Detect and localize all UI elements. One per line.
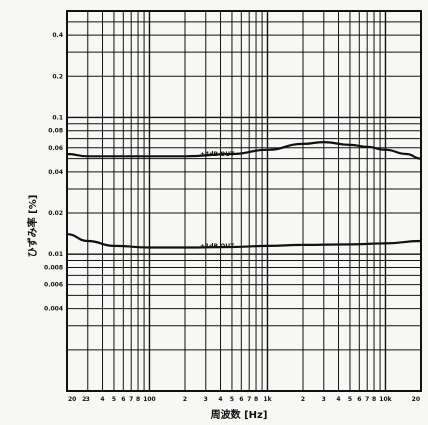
y-tick-label: 0.08	[48, 128, 63, 135]
series-line-plus1db	[66, 233, 422, 249]
x-tick-label: 5	[230, 396, 234, 403]
x-tick-label: 2	[183, 396, 187, 403]
y-tick-label: 0.4	[52, 32, 63, 39]
x-tick-label: 8	[136, 396, 140, 403]
y-tick-label: 0.006	[44, 282, 63, 289]
x-tick-label: 20	[412, 396, 420, 403]
x-axis-label: 周波数 [Hz]	[211, 408, 268, 421]
x-tick-label: 7	[365, 396, 369, 403]
y-tick-label: 0.06	[48, 145, 63, 152]
y-tick-label: 0.1	[52, 114, 63, 121]
x-tick-label: 2	[82, 396, 86, 403]
x-tick-label: 8	[254, 396, 258, 403]
y-tick-label: 0.004	[44, 306, 63, 313]
grid	[67, 11, 421, 391]
y-tick-labels: 0.4 0.2 0.1 0.08 0.06 0.04 0.02 0.01 0.008 0.006 0…	[44, 32, 63, 313]
x-tick-label: 1k	[263, 396, 272, 403]
x-tick-label: 3	[86, 396, 90, 403]
y-tick-label: 0.2	[52, 73, 63, 80]
annotation-plus1db: +1dB OUT	[200, 243, 235, 250]
y-axis-label: ひずみ率 [%]	[26, 195, 39, 258]
x-tick-label: 3	[322, 396, 326, 403]
series-line-plus4db	[66, 140, 422, 160]
annotation-plus4db: +4dB OUT	[200, 151, 235, 158]
x-tick-label: 4	[218, 396, 222, 403]
y-tick-label: 0.01	[48, 251, 63, 258]
x-tick-label: 2	[301, 396, 305, 403]
x-tick-label: 6	[121, 396, 125, 403]
x-tick-label: 20	[68, 396, 76, 403]
x-tick-label: 3	[204, 396, 208, 403]
series-layer	[66, 140, 422, 249]
x-tick-label: 4	[336, 396, 340, 403]
y-tick-label: 0.04	[48, 169, 63, 176]
x-tick-label: 5	[112, 396, 116, 403]
x-tick-label: 6	[357, 396, 361, 403]
x-tick-label: 10k	[379, 396, 392, 403]
x-tick-label: 5	[348, 396, 352, 403]
x-tick-label: 7	[247, 396, 251, 403]
x-tick-label: 8	[372, 396, 376, 403]
x-tick-labels: 20 2 3 4 5 6 7 8 100 2 3 4 5 6 7 8 1k 2 3 4 5 6 7 8 10k 20	[68, 396, 420, 403]
x-tick-label: 7	[129, 396, 133, 403]
y-tick-label: 0.008	[44, 264, 63, 271]
x-tick-label: 100	[143, 396, 156, 403]
plot-frame	[66, 10, 422, 392]
y-tick-label: 0.02	[48, 210, 63, 217]
x-tick-label: 4	[100, 396, 104, 403]
x-tick-label: 6	[239, 396, 243, 403]
